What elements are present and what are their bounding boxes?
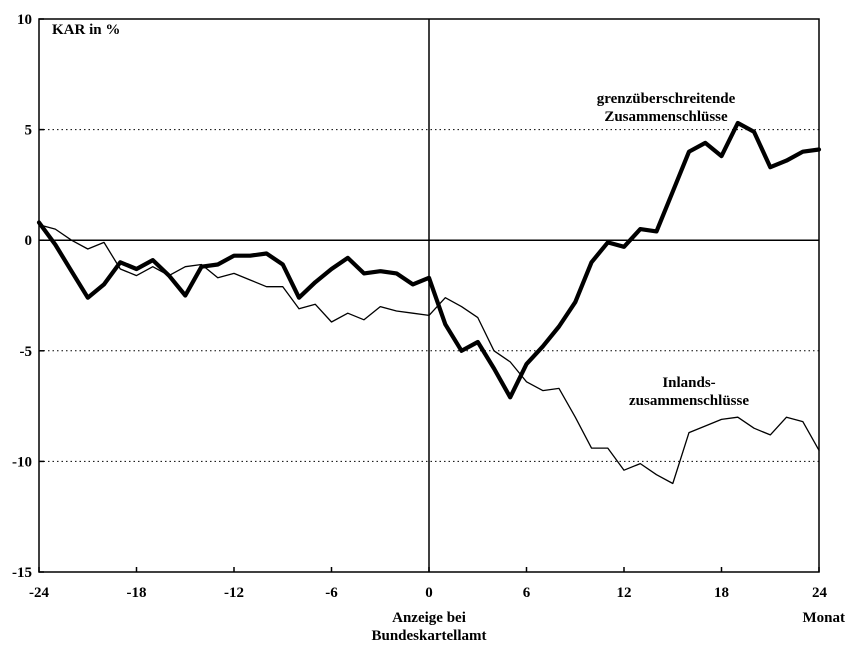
x-axis-label-line-2: Bundeskartellamt: [371, 628, 486, 644]
y-axis-label: KAR in %: [52, 22, 120, 38]
series-label-cross-border-line-1: grenzüberschreitende: [597, 91, 736, 107]
series-line-domestic: [38, 224, 820, 485]
x-tick-label: -6: [325, 585, 338, 601]
x-tick-label: -18: [127, 585, 147, 601]
series-label-domestic-line-1: Inlands-: [662, 375, 715, 391]
ticks-layer: -15 -10 -5 0 5 10 -24 -18 -12 -6 0 6 12 18 24: [12, 12, 828, 601]
series-layer: [36, 120, 822, 485]
x-tick-label: 24: [812, 585, 828, 601]
y-tick-label: -5: [20, 344, 33, 360]
x-tick-label: -24: [29, 585, 49, 601]
x-tick-label: -12: [224, 585, 244, 601]
y-tick-label: 0: [25, 233, 33, 249]
series-label-cross-border-line-2: Zusammenschlüsse: [604, 109, 728, 125]
x-tick-label: 0: [425, 585, 433, 601]
x-tick-label: 18: [714, 585, 729, 601]
y-tick-label: 5: [25, 123, 33, 139]
y-tick-label: -10: [12, 454, 32, 470]
y-tick-label: 10: [17, 12, 32, 28]
y-tick-label: -15: [12, 565, 32, 581]
x-tick-label: 6: [523, 585, 531, 601]
x-tick-label: 12: [617, 585, 632, 601]
x-axis-label-line-1: Anzeige bei: [392, 610, 466, 626]
x-unit-label: Monat: [803, 610, 845, 626]
series-label-domestic-line-2: zusammenschlüsse: [629, 393, 749, 409]
